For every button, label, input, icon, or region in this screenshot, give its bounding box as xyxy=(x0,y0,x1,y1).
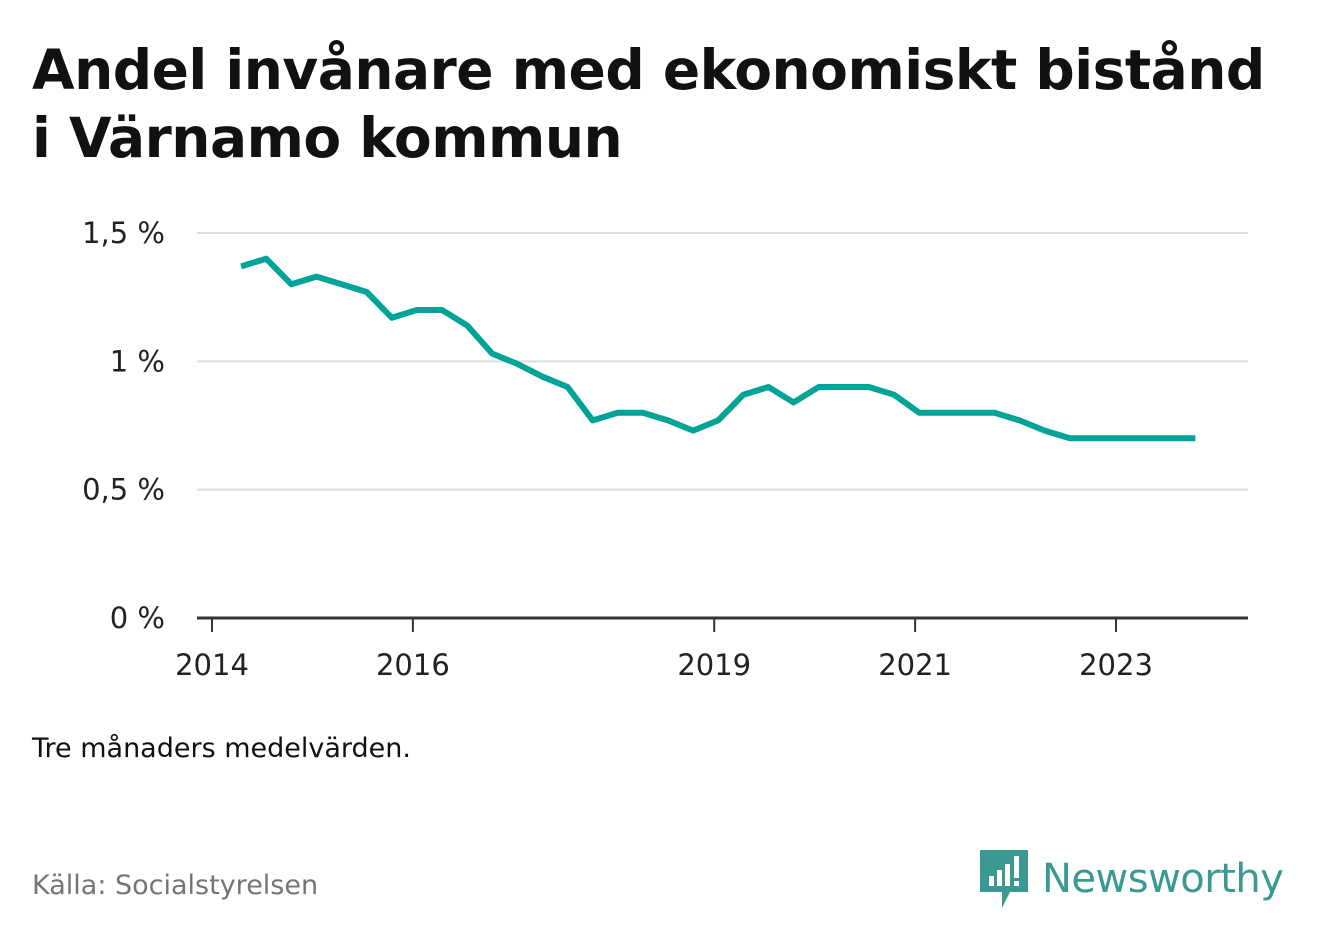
chart-title: Andel invånare med ekonomiskt bistånd i … xyxy=(32,38,1265,170)
x-tick-label: 2016 xyxy=(376,648,450,682)
x-tick-label: 2014 xyxy=(175,648,249,682)
y-tick-label: 0,5 % xyxy=(82,473,165,507)
series-line xyxy=(240,255,1196,442)
chart-note: Tre månaders medelvärden. xyxy=(32,733,411,764)
x-axis: 2014 2016 2019 2021 2023 xyxy=(175,616,1248,682)
brand-name: Newsworthy xyxy=(1042,856,1284,902)
y-tick-label: 0 % xyxy=(110,601,165,635)
line-chart: 0 % 0,5 % 1 % 1,5 % 2014 2016 2019 2021 2023 xyxy=(82,216,1248,682)
brand-logo[interactable]: Newsworthy xyxy=(980,850,1284,908)
data-series xyxy=(240,255,1196,442)
y-tick-label: 1 % xyxy=(110,344,165,378)
gridlines xyxy=(197,232,1248,491)
newsworthy-logo-icon xyxy=(980,850,1028,908)
y-axis-ticks: 0 % 0,5 % 1 % 1,5 % xyxy=(82,216,165,635)
x-tick-label: 2021 xyxy=(878,648,952,682)
y-tick-label: 1,5 % xyxy=(82,216,165,250)
x-tick-label: 2019 xyxy=(677,648,751,682)
x-tick-label: 2023 xyxy=(1079,648,1153,682)
source-credit: Källa: Socialstyrelsen xyxy=(32,870,319,901)
